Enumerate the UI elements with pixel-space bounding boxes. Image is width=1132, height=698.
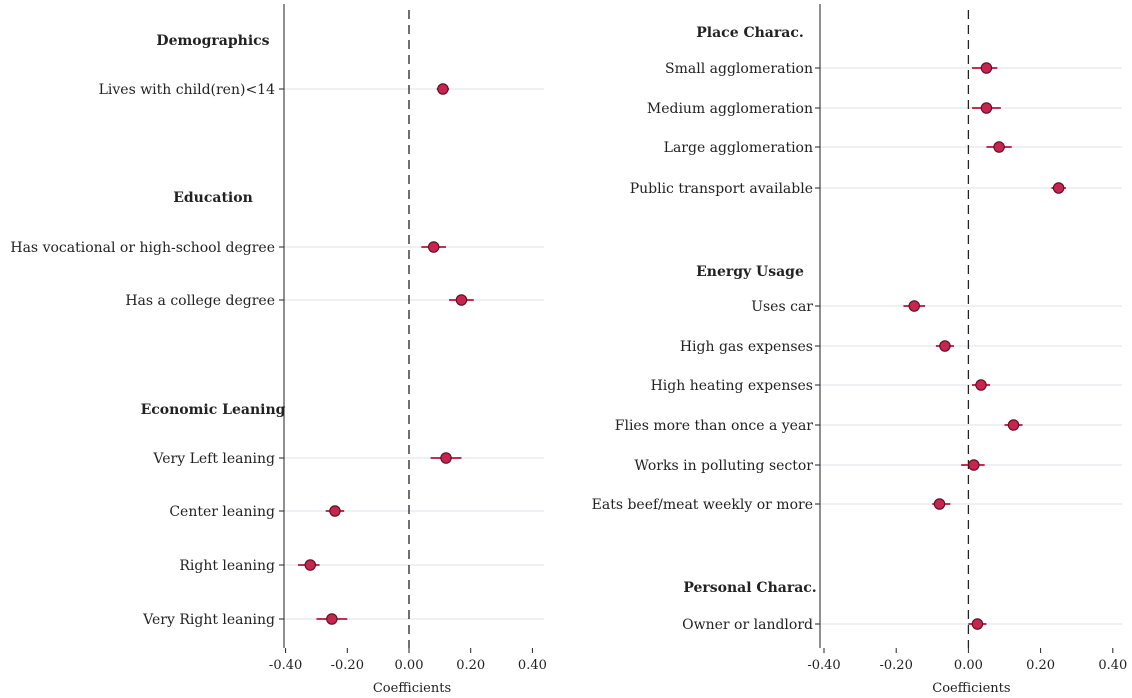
coefficient-point — [437, 83, 449, 95]
coefficient-point — [980, 62, 993, 74]
row-label: Works in polluting sector — [634, 458, 813, 474]
row-label: Very Right leaning — [142, 612, 275, 628]
coefficient-point — [993, 141, 1005, 153]
x-axis-title: Coefficients — [373, 681, 451, 696]
group-label: Economic Leaning — [141, 402, 286, 418]
coefficient-point — [1007, 419, 1020, 431]
coefficient-point — [939, 340, 951, 352]
x-tick-label: 0.20 — [456, 658, 485, 673]
coefficient-point — [933, 498, 946, 510]
coefficient-point — [427, 241, 440, 253]
group-label: Demographics — [156, 33, 269, 49]
coefficient-point — [968, 459, 980, 471]
x-tick-label: 0.20 — [1026, 658, 1055, 673]
x-tick-label: -0.20 — [331, 658, 364, 673]
coefficient-point — [1052, 182, 1065, 194]
row-label: Right leaning — [179, 558, 275, 574]
row-label: Center leaning — [169, 504, 275, 520]
coefficient-panel-2: -0.40 -0.20 0.00 0.20 0.40 Coefficients Place … — [592, 4, 1127, 696]
row-label: High gas expenses — [680, 339, 813, 355]
coefficient-point — [908, 300, 920, 312]
x-tick-label: -0.20 — [880, 658, 913, 673]
row-label: Medium agglomeration — [647, 101, 813, 117]
x-axis-title: Coefficients — [932, 681, 1010, 696]
coefficient-panel-1: -0.40 -0.20 0.00 0.20 0.40 Coefficients Demogr… — [10, 4, 547, 696]
coefficient-point — [304, 559, 317, 571]
row-label: Has vocational or high-school degree — [10, 240, 275, 256]
row-label: Has a college degree — [125, 293, 275, 309]
x-tick-label: 0.40 — [518, 658, 547, 673]
x-tick-label: 0.00 — [954, 658, 983, 673]
row-label: Very Left leaning — [152, 451, 275, 467]
row-label: Uses car — [751, 299, 813, 315]
row-label: Public transport available — [630, 181, 813, 197]
coefficient-point — [975, 379, 987, 391]
row-label: Owner or landlord — [682, 617, 813, 633]
x-tick-label: -0.40 — [269, 658, 302, 673]
x-tick-label: 0.00 — [395, 658, 424, 673]
group-label: Personal Charac. — [683, 580, 816, 596]
row-label: Large agglomeration — [664, 140, 813, 156]
row-label: High heating expenses — [651, 378, 813, 394]
coefficient-point — [980, 102, 993, 114]
x-tick-label: -0.40 — [807, 658, 840, 673]
group-label: Energy Usage — [696, 264, 804, 280]
x-tick-label: 0.40 — [1098, 658, 1127, 673]
row-label: Flies more than once a year — [615, 418, 814, 434]
coefficient-point — [971, 618, 984, 630]
row-label: Small agglomeration — [665, 61, 813, 77]
group-label: Education — [173, 190, 253, 206]
coefficient-point — [455, 294, 468, 306]
coefficient-point — [329, 505, 341, 517]
group-label: Place Charac. — [696, 25, 803, 41]
row-label: Eats beef/meat weekly or more — [592, 497, 813, 513]
row-label: Lives with child(ren)<14 — [99, 82, 275, 98]
coefficient-point — [326, 613, 338, 625]
coefficient-point — [440, 452, 452, 464]
